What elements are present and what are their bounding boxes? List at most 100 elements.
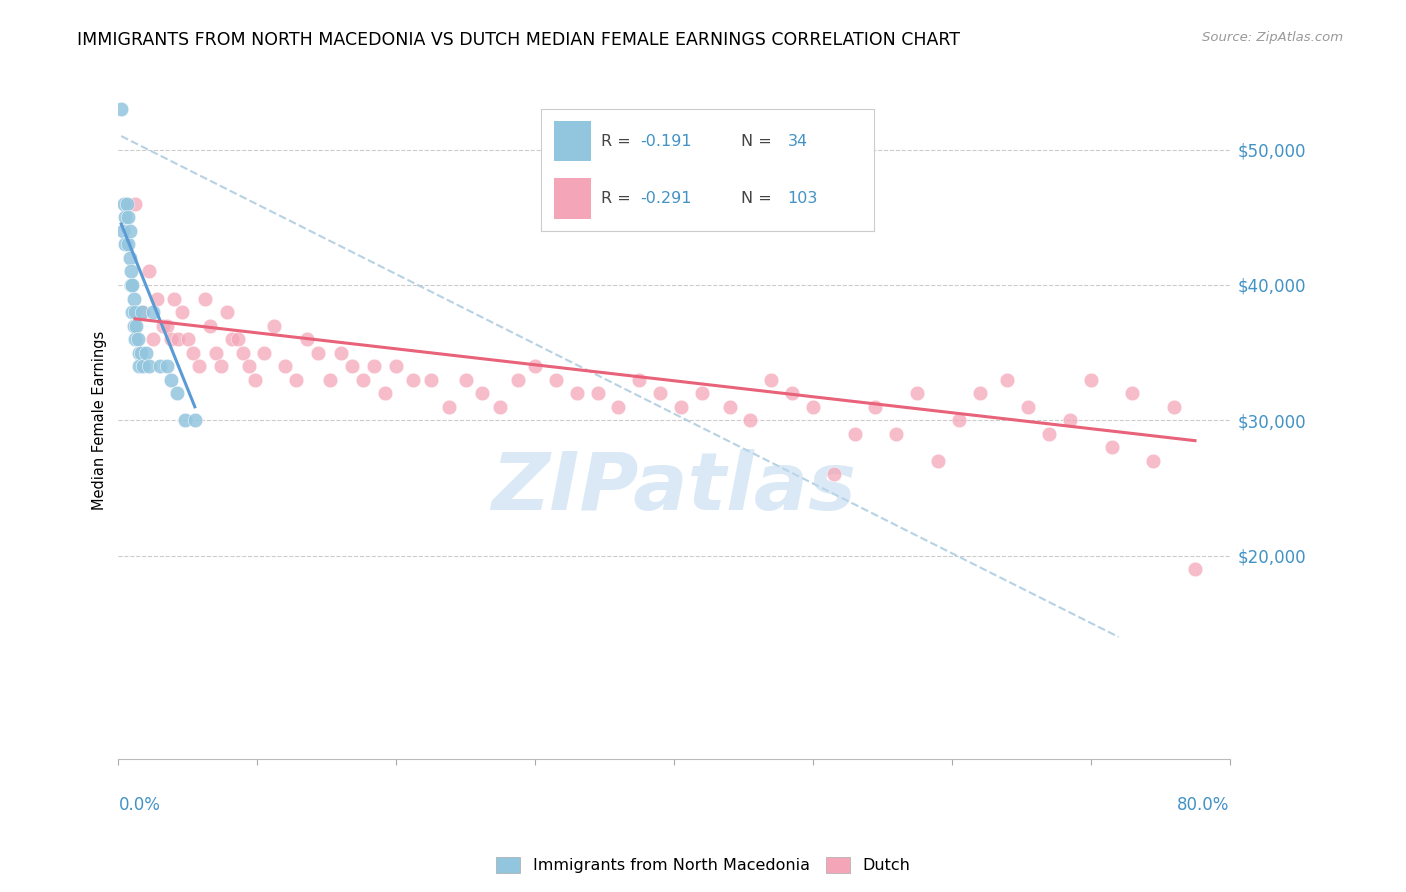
- Point: [124, 332, 146, 346]
- Point: [125, 318, 148, 333]
- Point: [193, 292, 215, 306]
- Point: [183, 345, 205, 359]
- Point: [308, 345, 330, 359]
- Point: [274, 359, 297, 374]
- Text: Source: ZipAtlas.com: Source: ZipAtlas.com: [1202, 31, 1343, 45]
- Point: [142, 332, 165, 346]
- Point: [1184, 562, 1206, 576]
- Point: [905, 386, 928, 401]
- Point: [1080, 373, 1102, 387]
- Point: [1163, 400, 1185, 414]
- Point: [115, 196, 138, 211]
- Point: [263, 318, 285, 333]
- Point: [163, 292, 186, 306]
- Point: [114, 237, 136, 252]
- Point: [352, 373, 374, 387]
- Point: [997, 373, 1019, 387]
- Point: [198, 318, 221, 333]
- Point: [884, 426, 907, 441]
- Point: [129, 345, 152, 359]
- Point: [166, 386, 188, 401]
- Point: [184, 413, 207, 427]
- Point: [127, 332, 149, 346]
- Point: [385, 359, 408, 374]
- Point: [761, 373, 783, 387]
- Point: [420, 373, 443, 387]
- Point: [363, 359, 385, 374]
- Point: [142, 305, 165, 319]
- Point: [188, 359, 211, 374]
- Point: [508, 373, 530, 387]
- Point: [111, 224, 134, 238]
- Point: [131, 305, 153, 319]
- Point: [156, 359, 179, 374]
- Point: [718, 400, 741, 414]
- Point: [969, 386, 991, 401]
- Point: [524, 359, 547, 374]
- Point: [586, 386, 609, 401]
- Point: [823, 467, 845, 482]
- Point: [690, 386, 713, 401]
- Point: [628, 373, 651, 387]
- Point: [740, 413, 762, 427]
- Point: [122, 318, 145, 333]
- Point: [112, 196, 135, 211]
- Text: IMMIGRANTS FROM NORTH MACEDONIA VS DUTCH MEDIAN FEMALE EARNINGS CORRELATION CHAR: IMMIGRANTS FROM NORTH MACEDONIA VS DUTCH…: [77, 31, 960, 49]
- Point: [927, 454, 949, 468]
- Point: [160, 332, 183, 346]
- Point: [118, 224, 141, 238]
- Point: [669, 400, 692, 414]
- Point: [329, 345, 352, 359]
- Point: [135, 345, 157, 359]
- Point: [650, 386, 672, 401]
- Point: [948, 413, 970, 427]
- Point: [801, 400, 824, 414]
- Point: [121, 277, 143, 292]
- Point: [374, 386, 396, 401]
- Point: [177, 332, 200, 346]
- Point: [128, 359, 150, 374]
- Point: [238, 359, 260, 374]
- Point: [1101, 441, 1123, 455]
- Point: [471, 386, 494, 401]
- Point: [489, 400, 512, 414]
- Point: [156, 318, 179, 333]
- Point: [340, 359, 363, 374]
- Point: [132, 359, 155, 374]
- Point: [215, 305, 238, 319]
- Point: [124, 196, 146, 211]
- Point: [226, 332, 249, 346]
- Point: [138, 359, 160, 374]
- Point: [209, 359, 232, 374]
- Text: 80.0%: 80.0%: [1177, 796, 1230, 814]
- Point: [1059, 413, 1081, 427]
- Point: [285, 373, 308, 387]
- Point: [128, 345, 150, 359]
- Point: [120, 277, 142, 292]
- Point: [204, 345, 226, 359]
- Point: [437, 400, 460, 414]
- Point: [124, 305, 146, 319]
- Point: [122, 292, 145, 306]
- Point: [844, 426, 866, 441]
- Point: [318, 373, 340, 387]
- Y-axis label: Median Female Earnings: Median Female Earnings: [93, 331, 107, 510]
- Point: [118, 251, 141, 265]
- Point: [152, 318, 174, 333]
- Point: [172, 305, 194, 319]
- Point: [780, 386, 803, 401]
- Point: [132, 305, 155, 319]
- Point: [297, 332, 319, 346]
- Point: [146, 292, 169, 306]
- Point: [149, 359, 172, 374]
- Point: [544, 373, 567, 387]
- Point: [243, 373, 266, 387]
- Point: [160, 373, 183, 387]
- Point: [454, 373, 477, 387]
- Point: [117, 237, 139, 252]
- Point: [1121, 386, 1143, 401]
- Point: [232, 345, 254, 359]
- Text: 0.0%: 0.0%: [118, 796, 160, 814]
- Point: [1038, 426, 1060, 441]
- Legend: Immigrants from North Macedonia, Dutch: Immigrants from North Macedonia, Dutch: [489, 850, 917, 880]
